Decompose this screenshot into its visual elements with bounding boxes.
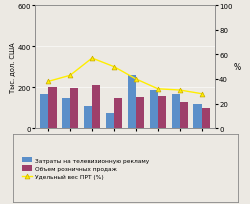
Bar bbox=[62, 98, 70, 129]
Bar bbox=[158, 97, 166, 129]
Bar bbox=[84, 106, 92, 129]
Legend: Затраты на телевизионную рекламу, Объем розничных продаж, Удельный вес ПРТ (%): Затраты на телевизионную рекламу, Объем … bbox=[20, 156, 151, 181]
Bar bbox=[106, 113, 114, 129]
Bar bbox=[180, 102, 188, 129]
Bar bbox=[128, 75, 136, 129]
Bar bbox=[172, 95, 180, 129]
Bar bbox=[150, 91, 158, 129]
Y-axis label: Тыс. дол. США: Тыс. дол. США bbox=[8, 42, 14, 92]
Bar bbox=[40, 95, 48, 129]
Bar bbox=[194, 104, 202, 129]
Y-axis label: %: % bbox=[233, 63, 240, 72]
Bar bbox=[70, 89, 78, 129]
Bar bbox=[48, 88, 56, 129]
Bar bbox=[92, 85, 100, 129]
Bar bbox=[202, 108, 210, 129]
Bar bbox=[136, 98, 144, 129]
Bar bbox=[114, 99, 122, 129]
